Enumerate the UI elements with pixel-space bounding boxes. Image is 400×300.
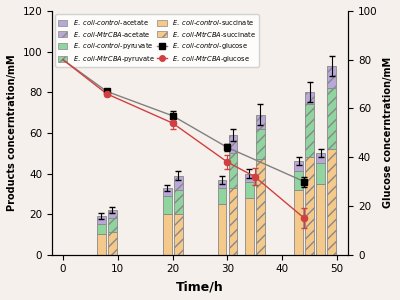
Bar (218, 180, 226, 188)
Bar (163, 196, 172, 214)
Bar (174, 214, 182, 255)
Bar (218, 204, 226, 255)
Bar (256, 159, 265, 255)
Bar (305, 104, 314, 157)
Bar (163, 214, 172, 255)
Bar (316, 153, 325, 163)
Bar (228, 135, 237, 153)
Bar (256, 115, 265, 129)
Bar (256, 129, 265, 159)
Bar (245, 182, 254, 198)
Bar (218, 188, 226, 204)
Bar (97, 224, 106, 235)
Bar (294, 190, 303, 255)
Bar (327, 66, 336, 88)
Bar (108, 232, 117, 255)
Bar (228, 153, 237, 188)
Bar (245, 198, 254, 255)
Bar (108, 218, 117, 232)
Bar (97, 235, 106, 255)
Bar (108, 210, 117, 218)
Bar (97, 216, 106, 224)
Bar (294, 161, 303, 172)
Legend: $E.\ coli$-$control$-acetate, $E.\ coli$-$MtrCBA$-acetate, $E.\ coli$-$control$-: $E.\ coli$-$control$-acetate, $E.\ coli$… (55, 14, 259, 67)
Bar (316, 163, 325, 184)
Y-axis label: Products concerntration/mM: Products concerntration/mM (7, 55, 17, 211)
Bar (228, 188, 237, 255)
Bar (327, 88, 336, 149)
Y-axis label: Glucose concerntration/mM: Glucose concerntration/mM (383, 57, 393, 208)
Bar (327, 149, 336, 255)
Bar (245, 173, 254, 181)
Bar (316, 184, 325, 255)
Bar (174, 190, 182, 214)
Bar (163, 188, 172, 196)
Bar (305, 92, 314, 104)
Bar (174, 176, 182, 190)
Bar (294, 172, 303, 190)
X-axis label: Time/h: Time/h (176, 280, 224, 293)
Bar (305, 157, 314, 255)
